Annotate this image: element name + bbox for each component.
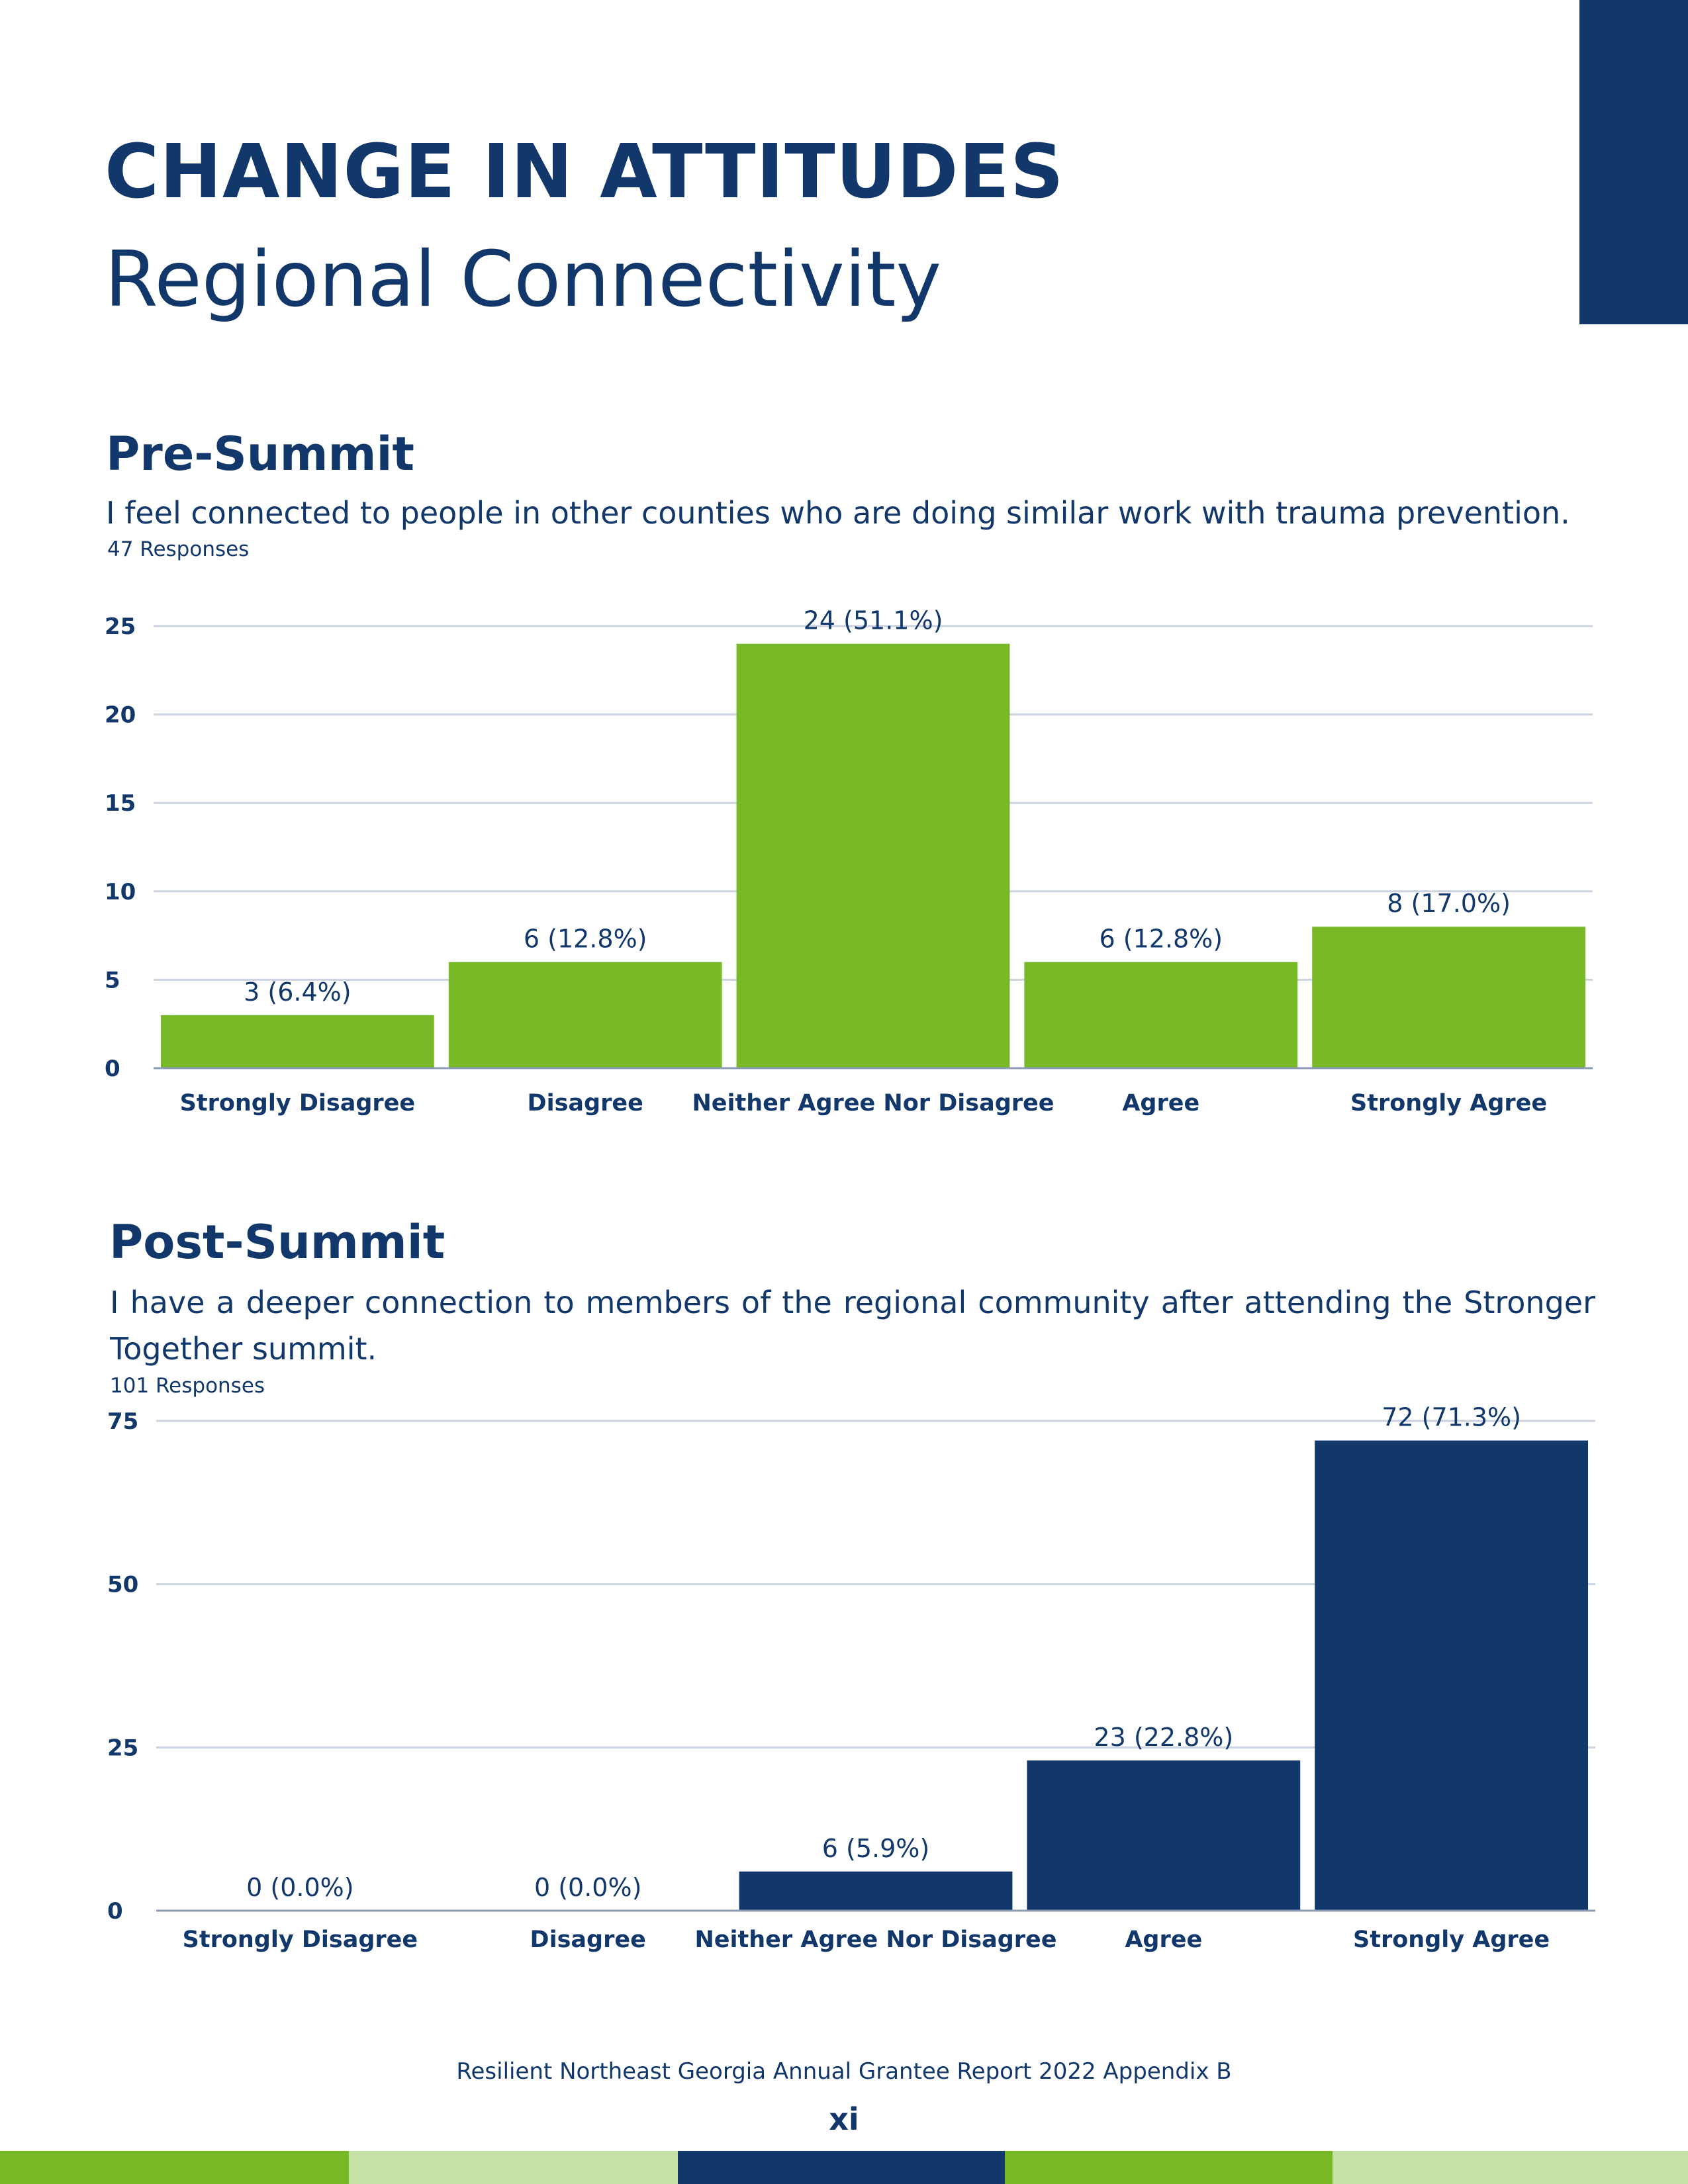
y-tick-label: 50 xyxy=(107,1572,138,1598)
post-summit-heading: Post-Summit xyxy=(109,1215,445,1269)
x-category-label: Disagree xyxy=(528,1090,643,1116)
y-tick-label: 25 xyxy=(107,1735,138,1761)
y-tick-label: 10 xyxy=(105,879,136,905)
footer-color-bar-green-2 xyxy=(1005,2151,1333,2184)
data-label: 24 (51.1%) xyxy=(804,606,943,635)
page-title: CHANGE IN ATTITUDES xyxy=(105,129,1064,215)
y-tick-label: 0 xyxy=(105,1056,120,1082)
x-category-label: Strongly Agree xyxy=(1353,1927,1550,1953)
data-label: 0 (0.0%) xyxy=(246,1873,353,1902)
page-number: xi xyxy=(829,2101,859,2137)
footer-color-bar-light-green xyxy=(349,2151,678,2184)
bar xyxy=(739,1871,1013,1911)
x-category-label: Disagree xyxy=(530,1927,646,1953)
data-label: 8 (17.0%) xyxy=(1387,889,1511,918)
x-category-label: Agree xyxy=(1122,1090,1199,1116)
data-label: 6 (5.9%) xyxy=(822,1834,929,1863)
y-tick-label: 75 xyxy=(107,1408,138,1435)
y-tick-label: 15 xyxy=(105,790,136,817)
x-category-label: Agree xyxy=(1125,1927,1202,1953)
post-summit-bar-chart: 0 25 50 75 0 (0.0%) Strongly Disagree 0 (0.0%)… xyxy=(107,1403,1595,1953)
pre-summit-question: I feel connected to people in other coun… xyxy=(106,495,1570,531)
bar xyxy=(161,1015,434,1068)
bar xyxy=(736,643,1010,1068)
bar xyxy=(1315,1440,1588,1911)
x-category-label: Strongly Disagree xyxy=(180,1090,416,1116)
bar xyxy=(448,962,722,1068)
data-label: 6 (12.8%) xyxy=(524,925,647,954)
y-tick-label: 0 xyxy=(107,1898,123,1925)
data-label: 0 (0.0%) xyxy=(534,1873,641,1902)
footer-color-bar-navy xyxy=(678,2151,1005,2184)
data-label: 3 (6.4%) xyxy=(244,978,351,1007)
page-subtitle: Regional Connectivity xyxy=(105,235,942,324)
bar xyxy=(1027,1760,1301,1911)
x-category-label: Neither Agree Nor Disagree xyxy=(695,1927,1057,1953)
post-summit-question: I have a deeper connection to members of… xyxy=(110,1285,1595,1367)
x-category-label: Neither Agree Nor Disagree xyxy=(692,1090,1055,1116)
pre-summit-heading: Pre-Summit xyxy=(106,427,414,481)
x-category-label: Strongly Agree xyxy=(1350,1090,1547,1116)
corner-accent-block xyxy=(1579,0,1688,324)
y-tick-label: 5 xyxy=(105,967,120,993)
y-tick-label: 20 xyxy=(105,702,136,729)
x-category-label: Strongly Disagree xyxy=(183,1927,418,1953)
y-tick-label: 25 xyxy=(105,614,136,640)
bar xyxy=(1024,962,1298,1068)
footer-text: Resilient Northeast Georgia Annual Grant… xyxy=(456,2058,1232,2085)
footer-color-bar-green xyxy=(0,2151,349,2184)
pre-summit-bar-chart: 0 5 10 15 20 25 3 (6.4%) Strongly Disagree 6 (12… xyxy=(105,606,1593,1116)
data-label: 6 (12.8%) xyxy=(1099,925,1223,954)
data-label: 23 (22.8%) xyxy=(1094,1723,1233,1752)
pre-summit-response-count: 47 Responses xyxy=(107,537,250,561)
bar xyxy=(1312,927,1585,1068)
post-summit-response-count: 101 Responses xyxy=(110,1374,265,1398)
data-label: 72 (71.3%) xyxy=(1382,1403,1521,1432)
footer-color-bar-light-green-2 xyxy=(1333,2151,1688,2184)
